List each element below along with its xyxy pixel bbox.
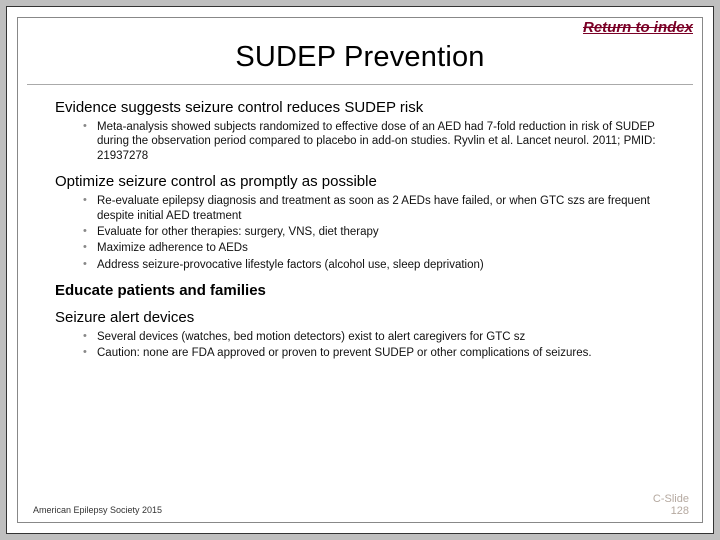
bullet-text: Evaluate for other therapies: surgery, V… — [97, 226, 379, 238]
footer-attribution: American Epilepsy Society 2015 — [33, 505, 162, 515]
footer-slide-label: C-Slide — [653, 493, 689, 505]
bullet-text: Caution: none are FDA approved or proven… — [97, 347, 592, 359]
bullet-text: Maximize adherence to AEDs — [97, 242, 248, 254]
slide-outer-frame: Return to index SUDEP Prevention Evidenc… — [6, 6, 714, 534]
footer-slide-number: C-Slide 128 — [653, 493, 689, 517]
list-item: Maximize adherence to AEDs — [83, 241, 665, 255]
bullet-text: Re-evaluate epilepsy diagnosis and treat… — [97, 195, 650, 221]
bullet-text: Several devices (watches, bed motion det… — [97, 331, 525, 343]
bullet-list-evidence: Meta-analysis showed subjects randomized… — [55, 120, 665, 163]
list-item: Re-evaluate epilepsy diagnosis and treat… — [83, 194, 665, 223]
list-item: Several devices (watches, bed motion det… — [83, 330, 665, 344]
bullet-text: Meta-analysis showed subjects randomized… — [97, 121, 656, 162]
bullet-list-optimize: Re-evaluate epilepsy diagnosis and treat… — [55, 194, 665, 272]
footer-slide-num: 128 — [653, 505, 689, 517]
list-item: Meta-analysis showed subjects randomized… — [83, 120, 665, 163]
bullet-text: Address seizure-provocative lifestyle fa… — [97, 259, 484, 271]
list-item: Address seizure-provocative lifestyle fa… — [83, 258, 665, 272]
list-item: Evaluate for other therapies: surgery, V… — [83, 225, 665, 239]
list-item: Caution: none are FDA approved or proven… — [83, 346, 665, 360]
return-to-index-link[interactable]: Return to index — [583, 19, 693, 36]
